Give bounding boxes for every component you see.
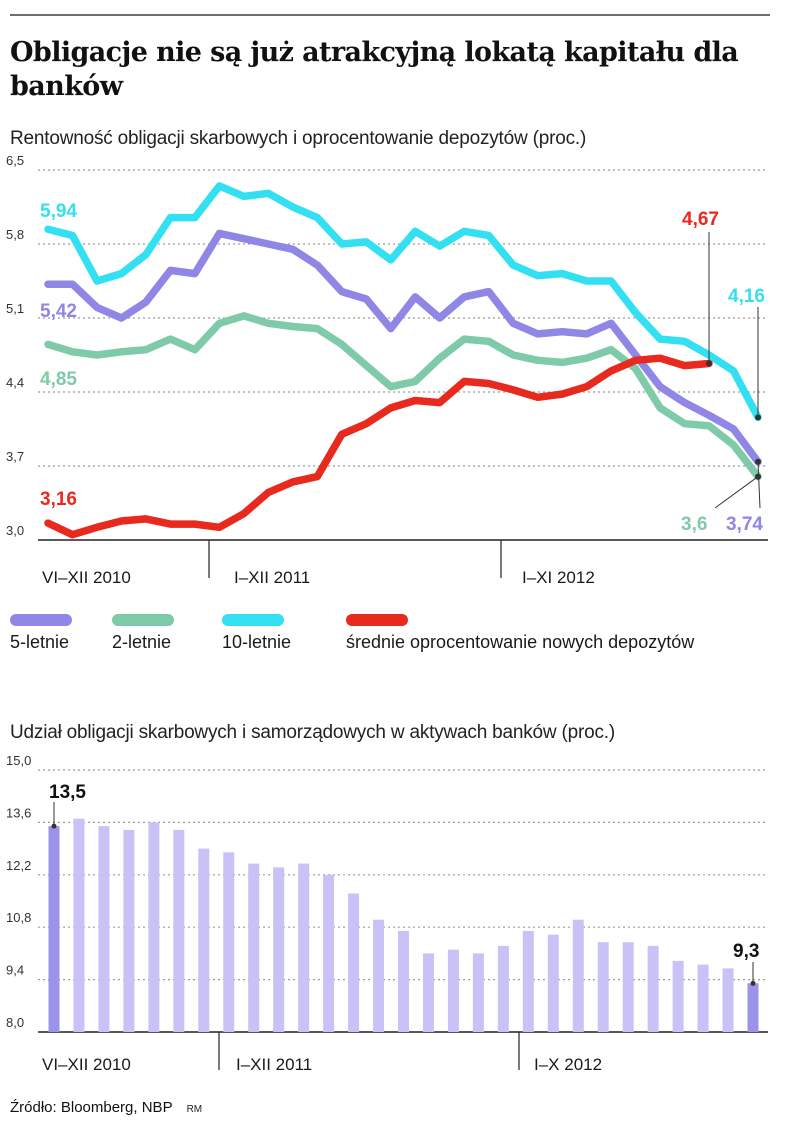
- bar: [173, 829, 185, 1032]
- end-dot-depozyty: [706, 360, 713, 367]
- bar: [422, 953, 434, 1032]
- y-tick-label: 13,6: [6, 805, 31, 820]
- bar: [622, 942, 634, 1032]
- end-dot-first: [51, 823, 57, 829]
- source-text: Źródło: Bloomberg, NBP: [10, 1099, 173, 1116]
- bar: [148, 822, 160, 1032]
- bar: [697, 964, 709, 1032]
- bar: [98, 826, 110, 1032]
- x-period-label: I–XII 2011: [236, 1055, 312, 1074]
- end-dot-10-letnie: [755, 414, 761, 421]
- series-line-3: [44, 354, 713, 539]
- start-label-depozyty: 3,16: [40, 489, 77, 510]
- legend: 5-letnie 2-letnie 10-letnie średnie opro…: [0, 602, 805, 662]
- bar: [273, 867, 285, 1032]
- legend-swatch-5-letnie: [10, 614, 72, 626]
- bar-chart-title: Udział obligacji skarbowych i samorządow…: [10, 722, 615, 743]
- y-tick-label: 4,4: [6, 375, 24, 390]
- y-tick-label: 5,8: [6, 227, 24, 242]
- end-label-depozyty: 4,67: [682, 209, 719, 230]
- y-tick-label: 9,4: [6, 963, 24, 978]
- start-label-10-letnie: 5,94: [40, 201, 77, 222]
- bar: [497, 945, 509, 1032]
- first-value-label: 13,5: [49, 782, 86, 803]
- legend-label-10-letnie: 10-letnie: [222, 632, 292, 652]
- line-chart-title: Rentowność obligacji skarbowych i oproce…: [10, 128, 587, 149]
- bar: [572, 919, 584, 1032]
- legend-label-2-letnie: 2-letnie: [112, 632, 172, 652]
- bar: [223, 852, 235, 1032]
- end-dot-5-letnie: [755, 458, 761, 465]
- bar: [348, 893, 360, 1032]
- bar: [48, 826, 60, 1032]
- bar: [373, 919, 385, 1032]
- legend-swatch-depozyty: [346, 614, 408, 626]
- y-tick-label: 3,7: [6, 449, 24, 464]
- x-period-label: I–XI 2012: [522, 568, 595, 587]
- bar: [547, 934, 559, 1032]
- legend-label-depozyty: średnie oprocentowanie nowych depozytów: [346, 632, 695, 652]
- bar: [198, 848, 210, 1032]
- bar: [123, 829, 135, 1032]
- bar: [522, 930, 534, 1032]
- top-rule: [10, 14, 770, 16]
- end-label-10-letnie: 4,16: [728, 286, 765, 307]
- series-line-1: [44, 312, 762, 481]
- bar: [597, 942, 609, 1032]
- legend-swatch-2-letnie: [112, 614, 174, 626]
- y-tick-label: 12,2: [6, 858, 31, 873]
- last-value-label: 9,3: [733, 941, 759, 962]
- bar: [323, 874, 335, 1032]
- legend-label-5-letnie: 5-letnie: [10, 632, 70, 652]
- y-tick-label: 6,5: [6, 153, 24, 168]
- x-period-label: VI–XII 2010: [42, 568, 131, 587]
- source-note: Źródło: Bloomberg, NBP RM: [10, 1099, 202, 1116]
- y-tick-label: 10,8: [6, 910, 31, 925]
- x-period-label: I–X 2012: [534, 1055, 602, 1074]
- bar-chart: 8,0 9,4 10,8 12,2 13,6 15,0 13,5 9,3 VI–XII 2010…: [6, 753, 768, 1074]
- bar: [472, 953, 484, 1032]
- bar: [298, 863, 310, 1032]
- bar: [747, 983, 759, 1032]
- bar: [398, 930, 409, 1032]
- bar: [647, 945, 659, 1032]
- line-chart: 3,0 3,7 4,4 5,1 5,8 6,5 VI–XII 2010 I–XII 2011 I…: [6, 153, 768, 587]
- y-tick-label: 15,0: [6, 753, 31, 768]
- series-line-2: [44, 182, 762, 422]
- start-label-2-letnie: 4,85: [40, 369, 77, 390]
- end-label-5-letnie: 3,74: [726, 514, 763, 535]
- end-label-2-letnie: 3,6: [681, 514, 707, 535]
- source-credit: RM: [186, 1104, 203, 1115]
- x-period-label: VI–XII 2010: [42, 1055, 131, 1074]
- legend-swatch-10-letnie: [222, 614, 284, 626]
- bar: [248, 863, 260, 1032]
- leader-line-5-letnie: [757, 461, 761, 509]
- bar: [672, 960, 684, 1032]
- leader-line-2-letnie: [714, 476, 759, 509]
- headline: Obligacje nie są już atrakcyjną lokatą k…: [10, 37, 739, 102]
- y-tick-label: 8,0: [6, 1015, 24, 1030]
- bar: [73, 818, 85, 1032]
- end-dot-2-letnie: [755, 473, 761, 480]
- bar: [722, 968, 734, 1032]
- end-dot-last: [750, 980, 756, 986]
- bar: [447, 949, 459, 1032]
- x-period-label: I–XII 2011: [234, 568, 310, 587]
- start-label-5-letnie: 5,42: [40, 301, 77, 322]
- y-tick-label: 5,1: [6, 301, 24, 316]
- y-tick-label: 3,0: [6, 523, 24, 538]
